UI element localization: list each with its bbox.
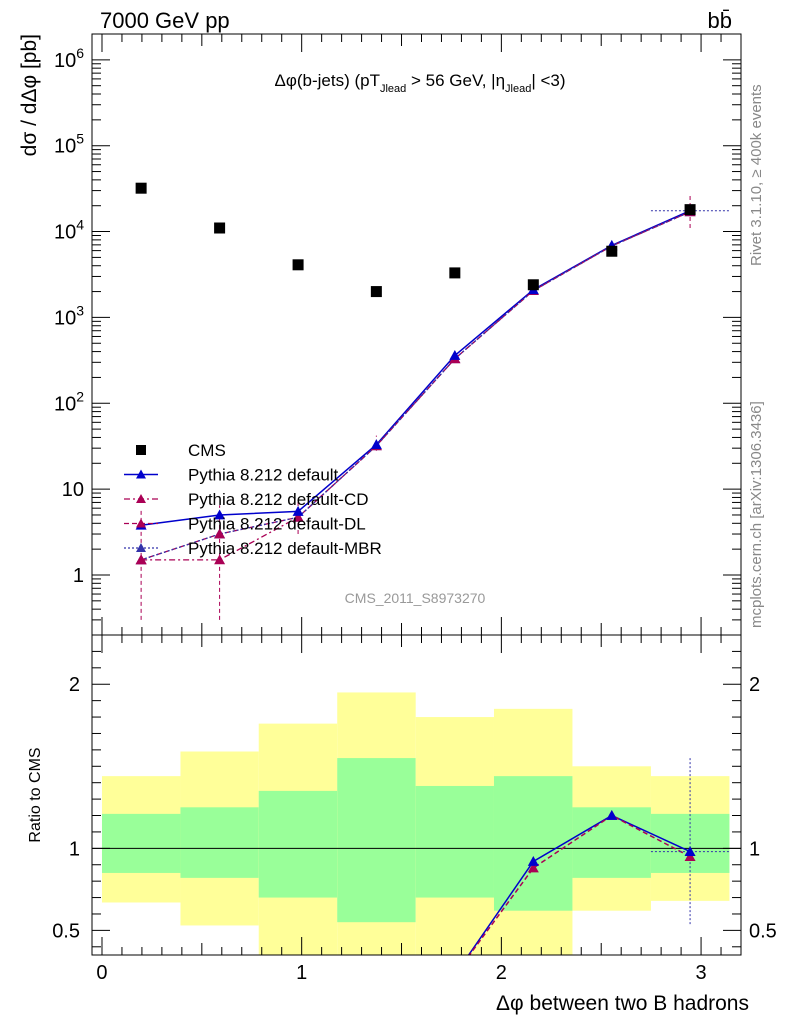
header-right-label: bb̄	[708, 8, 732, 33]
series-point	[292, 511, 304, 522]
legend-marker	[136, 543, 146, 552]
band-1sigma	[180, 807, 259, 878]
legend: CMS Pythia 8.212 default Pythia 8.212 defa…	[124, 441, 382, 558]
x-axis-label: Δφ between two B hadrons	[496, 992, 749, 1015]
series-point	[214, 528, 226, 539]
data-point	[214, 222, 226, 234]
x-tick-label: 1	[296, 962, 307, 984]
x-tick-label: 2	[496, 962, 507, 984]
main-panel: 1 10 102 103 104 105 106 Δφ(b-jets) (pTJlead >…	[18, 33, 742, 636]
y-tick-label: 102	[54, 388, 84, 415]
data-point	[606, 245, 618, 257]
ratio-y-tick-label: 1	[69, 838, 80, 860]
x-tick-label: 0	[96, 962, 107, 984]
ratio-frame	[91, 634, 742, 956]
series-point	[214, 554, 226, 565]
legend-marker	[136, 445, 146, 455]
legend-label: Pythia 8.212 default-DL	[188, 515, 366, 534]
data-point	[527, 279, 539, 291]
legend-label: CMS	[188, 441, 226, 460]
ratio-bands	[101, 692, 730, 955]
watermark: CMS_2011_S8973270	[345, 590, 486, 606]
y-tick-label: 103	[54, 302, 84, 329]
ratio-panel: 0.5 0.5 1 1 2 2 0 1 2 3 Ratio to CMS Δφ between t…	[27, 634, 777, 1015]
ratio-y-tick-label: 0.5	[749, 920, 777, 942]
y-tick-label: 10	[62, 479, 84, 501]
data-point	[292, 259, 304, 271]
band-1sigma	[415, 785, 494, 898]
series-point	[370, 439, 382, 450]
legend-label: Pythia 8.212 default-MBR	[188, 539, 382, 558]
band-1sigma	[101, 813, 181, 873]
rivet-label: Rivet 3.1.10, ≥ 400k events	[748, 84, 765, 266]
ratio-y-axis-label: Ratio to CMS	[27, 747, 44, 842]
series-point	[449, 350, 461, 360]
data-point	[449, 267, 461, 279]
data-point	[370, 286, 382, 298]
ratio-y-tick-label: 2	[749, 674, 760, 696]
ratio-y-tick-label: 1	[749, 838, 760, 860]
legend-marker	[136, 494, 146, 503]
band-1sigma	[258, 790, 338, 898]
series-point	[135, 554, 147, 565]
y-tick-label: 105	[54, 131, 84, 158]
mcplots-label: mcplots.cern.ch [arXiv:1306.3436]	[748, 401, 765, 628]
ratio-line	[467, 814, 691, 955]
series-point	[214, 509, 226, 520]
ratio-y-tick-label: 2	[69, 674, 80, 696]
ratio-tick-labels: 0.5 0.5 1 1 2 2 0 1 2 3	[52, 674, 777, 984]
data-point	[135, 182, 147, 194]
band-1sigma	[493, 776, 573, 911]
legend-label: Pythia 8.212 default-CD	[188, 490, 369, 509]
header-left-label: 7000 GeV pp	[100, 8, 230, 33]
ratio-point	[527, 855, 539, 866]
series-line	[140, 211, 691, 561]
band-1sigma	[337, 758, 416, 923]
series-point	[292, 505, 304, 516]
x-tick-label: 3	[695, 962, 706, 984]
ratio-ticks	[92, 635, 741, 955]
legend-marker	[136, 518, 146, 528]
main-y-tick-labels: 1 10 102 103 104 105 106	[54, 45, 84, 587]
legend-marker	[136, 469, 146, 479]
y-tick-label: 106	[54, 45, 84, 72]
main-ticks	[92, 33, 741, 636]
ratio-point	[606, 810, 618, 820]
y-tick-label: 1	[73, 565, 84, 587]
ratio-point	[684, 846, 696, 857]
main-y-axis-label: dσ / dΔφ [pb]	[18, 34, 41, 156]
ratio-y-tick-label: 0.5	[52, 920, 80, 942]
data-point	[684, 204, 696, 216]
ratio-data	[467, 758, 730, 955]
y-tick-label: 104	[54, 217, 84, 244]
ratio-point	[527, 862, 539, 873]
main-title: Δφ(b-jets) (pTJlead > 56 GeV, |ηJlead| <…	[274, 71, 565, 95]
legend-label: Pythia 8.212 default	[188, 466, 339, 485]
